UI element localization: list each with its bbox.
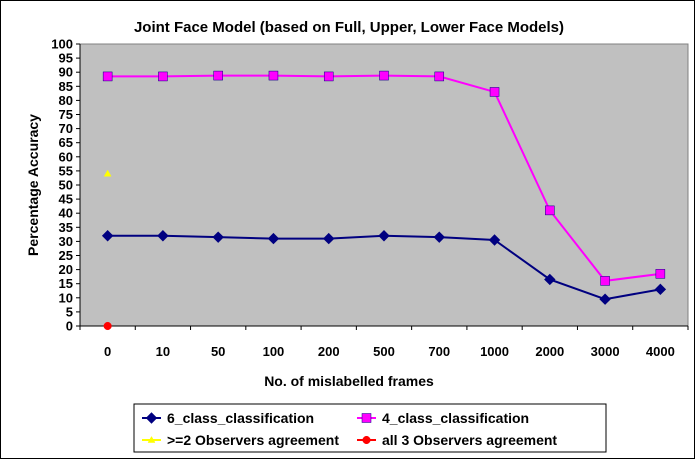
legend-label: 6_class_classification bbox=[167, 410, 314, 426]
legend-item: 4_class_classification bbox=[357, 410, 529, 426]
data-point bbox=[157, 230, 169, 242]
data-point bbox=[103, 169, 112, 177]
legend-marker bbox=[145, 412, 158, 424]
x-tick-label: 4000 bbox=[646, 344, 675, 359]
y-axis: 0510152025303540455055606570758085909510… bbox=[51, 37, 81, 334]
data-point bbox=[434, 71, 445, 82]
legend-marker bbox=[147, 436, 156, 443]
y-tick-label: 40 bbox=[59, 206, 73, 221]
x-tick-label: 500 bbox=[373, 344, 395, 359]
data-point bbox=[488, 234, 501, 246]
y-tick-label: 70 bbox=[59, 121, 73, 136]
legend-item: 6_class_classification bbox=[142, 410, 314, 426]
x-tick-label: 0 bbox=[104, 344, 111, 359]
data-point bbox=[379, 70, 389, 81]
data-point bbox=[599, 293, 611, 305]
y-tick-label: 50 bbox=[59, 178, 73, 193]
legend-label: 4_class_classification bbox=[382, 410, 529, 426]
data-point bbox=[655, 269, 666, 279]
y-tick-label: 10 bbox=[59, 290, 73, 305]
data-point bbox=[600, 276, 610, 286]
series-all-3-observers-agreement bbox=[103, 321, 112, 331]
data-point bbox=[212, 231, 224, 243]
data-point bbox=[433, 231, 445, 243]
y-tick-label: 0 bbox=[66, 319, 73, 334]
x-tick-label: 2000 bbox=[535, 344, 564, 359]
data-point bbox=[323, 71, 334, 82]
series-6-class-classification bbox=[101, 230, 667, 305]
x-axis-title: No. of mislabelled frames bbox=[264, 373, 434, 389]
data-point bbox=[378, 230, 390, 242]
x-tick-label: 10 bbox=[156, 344, 170, 359]
y-tick-label: 25 bbox=[59, 248, 73, 263]
y-tick-label: 85 bbox=[59, 79, 73, 94]
x-tick-label: 3000 bbox=[591, 344, 620, 359]
data-point bbox=[268, 70, 279, 81]
y-tick-label: 15 bbox=[59, 276, 73, 291]
x-tick-label: 200 bbox=[318, 344, 340, 359]
data-point bbox=[103, 321, 112, 331]
legend-marker bbox=[361, 413, 372, 423]
y-tick-label: 45 bbox=[59, 192, 73, 207]
y-tick-label: 80 bbox=[59, 93, 73, 108]
y-tick-label: 65 bbox=[59, 135, 73, 150]
x-tick-label: 50 bbox=[211, 344, 225, 359]
data-point bbox=[213, 70, 223, 81]
y-tick-label: 35 bbox=[59, 220, 73, 235]
x-axis: 0 10 50 100 200 500 700 1000 2000 3000 4000 bbox=[79, 325, 689, 359]
x-tick-label: 1000 bbox=[480, 344, 509, 359]
data-point bbox=[545, 205, 555, 216]
y-tick-label: 30 bbox=[59, 234, 73, 249]
legend-label: all 3 Observers agreement bbox=[382, 432, 557, 448]
y-tick-label: 55 bbox=[59, 163, 73, 178]
data-point bbox=[267, 232, 280, 245]
data-point bbox=[544, 273, 556, 286]
x-tick-label: 700 bbox=[428, 344, 450, 359]
series-4-class-classification bbox=[102, 70, 666, 286]
y-tick-label: 60 bbox=[59, 149, 73, 164]
data-point bbox=[654, 283, 667, 296]
legend-label: >=2 Observers agreement bbox=[167, 432, 339, 448]
legend-item: >=2 Observers agreement bbox=[142, 432, 339, 448]
legend: 6_class_classification 4_class_classifica… bbox=[133, 403, 607, 453]
y-tick-label: 5 bbox=[66, 304, 73, 319]
y-axis-title: Percentage Accuracy bbox=[25, 114, 41, 256]
plot-area bbox=[79, 43, 689, 327]
y-tick-label: 75 bbox=[59, 107, 73, 122]
series-layer bbox=[101, 70, 667, 331]
y-tick-label: 20 bbox=[59, 262, 73, 277]
legend-marker bbox=[362, 435, 371, 445]
data-point bbox=[101, 230, 114, 242]
data-point bbox=[102, 71, 113, 82]
legend-item: all 3 Observers agreement bbox=[357, 432, 557, 448]
y-tick-label: 95 bbox=[59, 51, 73, 66]
y-tick-label: 100 bbox=[51, 37, 73, 52]
legend-box bbox=[133, 403, 607, 453]
data-point bbox=[158, 71, 168, 82]
chart-title: Joint Face Model (based on Full, Upper, … bbox=[134, 19, 564, 36]
series-2-observers-agreement bbox=[103, 169, 112, 177]
data-point bbox=[489, 87, 500, 97]
x-tick-label: 100 bbox=[263, 344, 285, 359]
data-point bbox=[323, 232, 335, 245]
y-tick-label: 90 bbox=[59, 65, 73, 80]
